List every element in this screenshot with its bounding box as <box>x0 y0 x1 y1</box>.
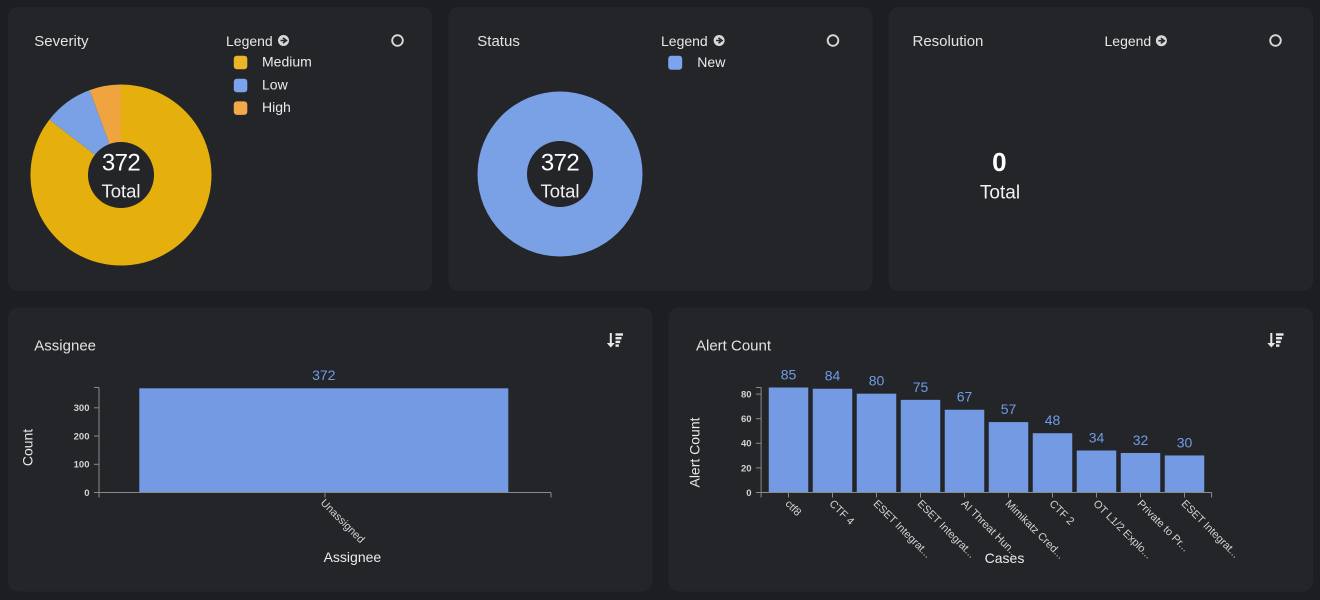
svg-text:Resolution: Resolution <box>913 33 984 50</box>
svg-text:67: 67 <box>957 389 973 405</box>
svg-text:30: 30 <box>1177 434 1193 450</box>
svg-text:32: 32 <box>1133 432 1149 448</box>
svg-text:Legend: Legend <box>226 33 273 49</box>
svg-text:Severity: Severity <box>34 33 89 50</box>
svg-text:80: 80 <box>869 373 885 389</box>
svg-text:Total: Total <box>101 181 140 202</box>
svg-text:Legend: Legend <box>661 33 708 49</box>
svg-text:34: 34 <box>1089 430 1105 446</box>
svg-text:High: High <box>262 99 291 115</box>
svg-text:57: 57 <box>1001 401 1017 417</box>
svg-text:Status: Status <box>477 33 520 50</box>
svg-text:372: 372 <box>541 150 579 177</box>
svg-text:0: 0 <box>992 147 1006 177</box>
svg-text:0: 0 <box>84 488 89 499</box>
svg-text:80: 80 <box>741 390 752 401</box>
svg-text:Total: Total <box>540 181 579 202</box>
svg-text:Alert Count: Alert Count <box>696 338 772 355</box>
svg-text:Medium: Medium <box>262 54 312 70</box>
svg-text:40: 40 <box>741 439 752 450</box>
svg-text:20: 20 <box>741 463 752 474</box>
svg-text:0: 0 <box>746 488 751 499</box>
svg-text:Low: Low <box>262 77 289 93</box>
svg-text:372: 372 <box>312 367 336 383</box>
svg-text:60: 60 <box>741 414 752 425</box>
svg-text:Legend: Legend <box>1105 33 1152 49</box>
svg-text:75: 75 <box>913 379 929 395</box>
svg-text:Total: Total <box>980 183 1020 204</box>
svg-text:Count: Count <box>20 429 36 466</box>
svg-text:48: 48 <box>1045 412 1061 428</box>
svg-text:200: 200 <box>74 431 90 442</box>
svg-text:Alert Count: Alert Count <box>687 417 703 487</box>
svg-text:300: 300 <box>74 403 90 414</box>
svg-text:84: 84 <box>825 368 841 384</box>
svg-text:Assignee: Assignee <box>34 338 96 355</box>
svg-text:85: 85 <box>781 367 797 383</box>
svg-text:372: 372 <box>102 150 140 177</box>
svg-text:100: 100 <box>74 460 90 471</box>
svg-text:New: New <box>697 54 726 70</box>
svg-text:Cases: Cases <box>985 550 1025 566</box>
svg-text:Assignee: Assignee <box>324 549 382 565</box>
